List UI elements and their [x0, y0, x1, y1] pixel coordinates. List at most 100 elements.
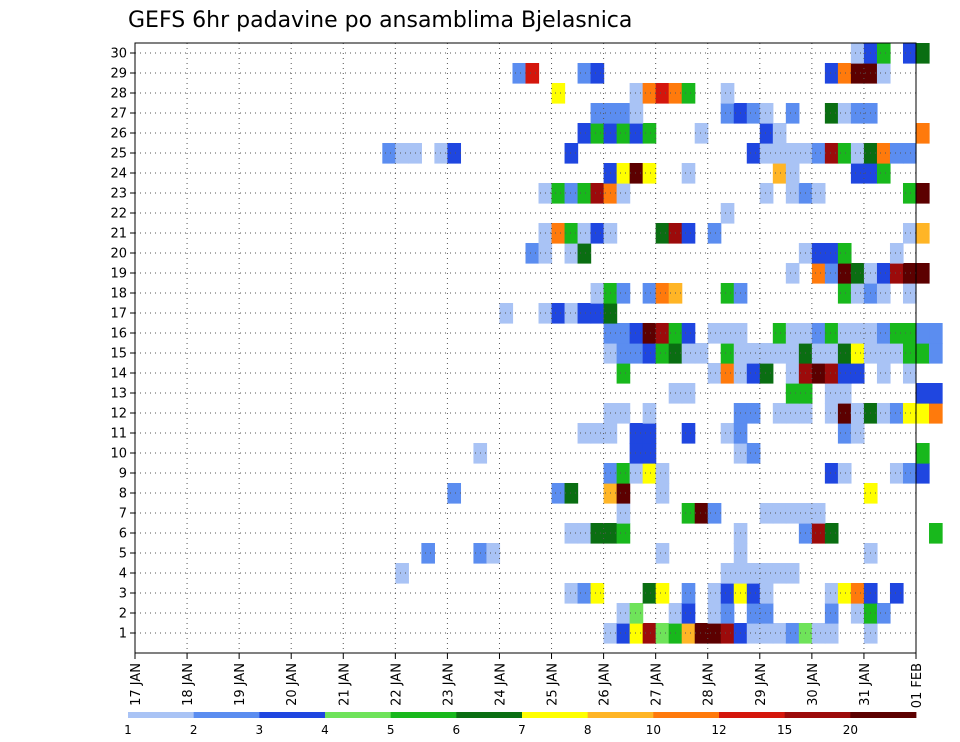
y-tick-label: 26	[110, 127, 127, 142]
heatmap-cell	[772, 323, 787, 344]
heatmap-cell	[759, 123, 774, 144]
y-tick-label: 6	[119, 527, 127, 542]
heatmap-cell	[590, 103, 605, 124]
heatmap-cell	[681, 623, 696, 644]
heatmap-cell	[655, 83, 670, 104]
legend-swatch	[259, 712, 326, 718]
heatmap-cell	[759, 583, 774, 604]
heatmap-cell	[889, 323, 904, 344]
heatmap-cell	[902, 323, 917, 344]
heatmap-cell	[655, 323, 670, 344]
heatmap-cell	[916, 223, 930, 244]
legend-swatch	[522, 712, 589, 718]
heatmap-cell	[616, 363, 631, 384]
heatmap-cell	[681, 503, 696, 524]
y-tick-label: 15	[110, 347, 127, 362]
y-tick-label: 24	[110, 167, 127, 182]
heatmap-cell	[655, 463, 670, 484]
heatmap-cell	[850, 363, 865, 384]
heatmap-cell	[564, 303, 579, 324]
heatmap-cell	[382, 143, 396, 164]
heatmap-cell	[707, 223, 722, 244]
heatmap-cell	[759, 363, 774, 384]
plot-frame	[134, 42, 917, 654]
x-tick-label: 29 JAN	[754, 663, 769, 706]
heatmap-cell	[876, 363, 891, 384]
heatmap-cell	[824, 583, 839, 604]
heatmap-cell	[512, 63, 527, 84]
heatmap-cell	[720, 363, 735, 384]
x-tick-label: 18 JAN	[181, 663, 196, 706]
heatmap-cell	[629, 463, 644, 484]
heatmap-cell	[772, 503, 787, 524]
heatmap-cell	[876, 403, 891, 424]
heatmap-cell	[746, 563, 761, 584]
heatmap-cell	[577, 583, 592, 604]
y-tick-label: 16	[110, 327, 127, 342]
heatmap-cell	[759, 103, 774, 124]
heatmap-cell	[642, 423, 657, 444]
legend-label: 15	[777, 723, 792, 737]
heatmap-cell	[720, 323, 735, 344]
heatmap-cell	[564, 523, 579, 544]
heatmap-cell	[850, 63, 865, 84]
legend-label: 1	[124, 723, 132, 737]
heatmap-cell	[629, 623, 644, 644]
heatmap-cell	[720, 583, 735, 604]
heatmap-cell	[824, 63, 839, 84]
heatmap-cell	[629, 323, 644, 344]
heatmap-cell	[876, 43, 891, 64]
legend-label: 12	[711, 723, 726, 737]
y-tick-label: 25	[110, 147, 127, 162]
heatmap-cell	[811, 523, 826, 544]
y-tick-label: 13	[110, 387, 127, 402]
heatmap-cell	[916, 263, 930, 284]
heatmap-cell	[642, 343, 657, 364]
heatmap-cell	[746, 443, 761, 464]
heatmap-cell	[499, 303, 514, 324]
heatmap-cell	[421, 543, 435, 564]
heatmap-cell	[837, 263, 852, 284]
heatmap-cell	[616, 283, 631, 304]
heatmap-cell	[811, 243, 826, 264]
y-tick-label: 30	[110, 47, 127, 62]
heatmap-cell	[590, 63, 605, 84]
heatmap-cell	[629, 103, 644, 124]
heatmap-cell	[694, 623, 709, 644]
heatmap-cell	[590, 583, 605, 604]
heatmap-cell	[889, 143, 904, 164]
heatmap-cell	[681, 343, 696, 364]
x-tick-label: 20 JAN	[285, 663, 300, 706]
heatmap-cell	[746, 603, 761, 624]
heatmap-cell	[785, 163, 800, 184]
legend-swatch	[587, 712, 654, 718]
heatmap-cell	[785, 343, 800, 364]
heatmap-cell	[811, 183, 826, 204]
legend-swatch	[193, 712, 260, 718]
heatmap-cell	[850, 43, 865, 64]
heatmap-cell	[681, 323, 696, 344]
heatmap-cell	[720, 563, 735, 584]
heatmap-cell	[916, 443, 930, 464]
heatmap-cell	[694, 503, 709, 524]
heatmap-cell	[876, 263, 891, 284]
heatmap-cell	[876, 283, 891, 304]
heatmap-cell	[902, 143, 917, 164]
heatmap-cell	[929, 343, 943, 364]
heatmap-cell	[746, 103, 761, 124]
heatmap-cell	[850, 163, 865, 184]
heatmap-cell	[837, 403, 852, 424]
heatmap-cell	[577, 423, 592, 444]
heatmap-cell	[824, 263, 839, 284]
x-tick-label: 19 JAN	[233, 663, 248, 706]
y-tick-label: 12	[110, 407, 127, 422]
heatmap-cell	[629, 123, 644, 144]
heatmap-cell	[655, 223, 670, 244]
heatmap-cell	[707, 503, 722, 524]
heatmap-cell	[655, 283, 670, 304]
heatmap-cell	[916, 463, 930, 484]
legend-swatch	[653, 712, 720, 718]
heatmap-cell	[837, 103, 852, 124]
heatmap-cell	[876, 323, 891, 344]
legend-swatch	[719, 712, 786, 718]
